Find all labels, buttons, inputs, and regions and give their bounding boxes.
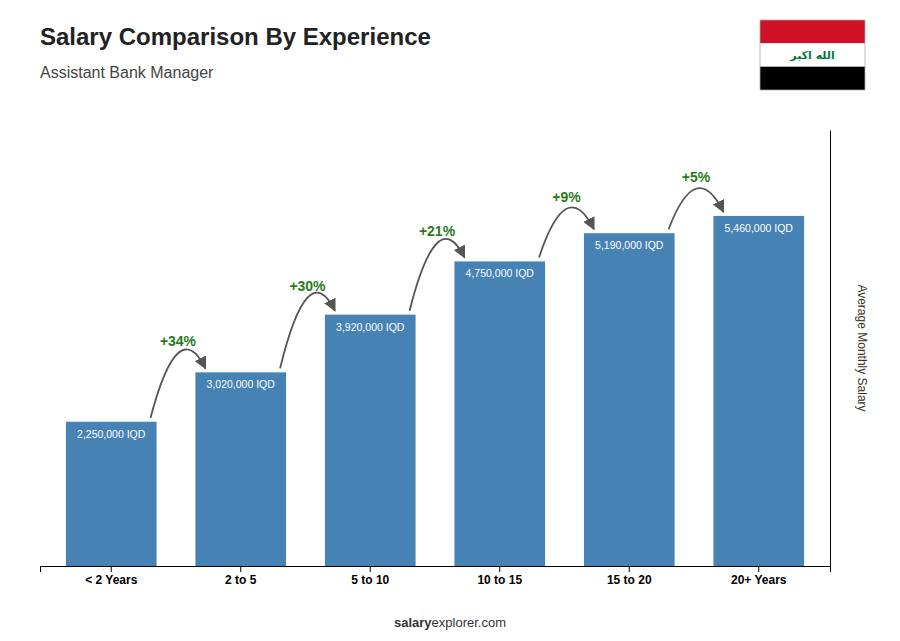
x-axis: < 2 Years 2 to 5 5 to 10 10 to 15 15 to 20 20…: [41, 566, 831, 587]
axis-line: [830, 131, 831, 567]
tick-label: 5 to 10: [351, 573, 389, 587]
tick-label: 10 to 15: [477, 573, 522, 587]
tick: < 2 Years: [85, 566, 137, 587]
y-axis: [830, 131, 831, 567]
bar: [195, 372, 286, 566]
growth-arc: [151, 349, 206, 417]
tick-mark: [370, 566, 371, 572]
growth-label: +21%: [419, 223, 456, 239]
tick-label: < 2 Years: [85, 573, 137, 587]
bar: [713, 216, 804, 566]
tick-mark: [111, 566, 112, 572]
tick-mark: [629, 566, 630, 572]
axis-line: [41, 567, 831, 573]
growth-label: +34%: [160, 333, 197, 349]
bar: [584, 233, 675, 566]
growth-arc: [669, 188, 724, 229]
value-label: 5,190,000 IQD: [595, 239, 664, 251]
title: Salary Comparison By Experience: [40, 23, 431, 50]
value-label: 3,920,000 IQD: [336, 321, 405, 333]
tick-mark: [240, 566, 241, 572]
value-label: 2,250,000 IQD: [77, 428, 146, 440]
tick-label: 20+ Years: [731, 573, 787, 587]
bar: [66, 422, 157, 566]
growth-arc: [410, 239, 465, 311]
tick: 20+ Years: [731, 566, 787, 587]
growth-label: +5%: [682, 169, 711, 185]
tick: 15 to 20: [607, 566, 652, 587]
growth-label: +9%: [552, 189, 581, 205]
value-label: 5,460,000 IQD: [725, 222, 794, 234]
tick: 10 to 15: [477, 566, 522, 587]
footer-part: salary: [394, 615, 432, 630]
bar: [325, 315, 416, 566]
footer-part: explorer.com: [432, 615, 506, 630]
tick-label: 15 to 20: [607, 573, 652, 587]
value-labels: 2,250,000 IQD 3,020,000 IQD 3,920,000 IQD 4…: [77, 222, 793, 440]
growth-arcs: +34% +30% +21% +9% +5%: [151, 169, 724, 418]
tick: 2 to 5: [225, 566, 257, 587]
flag-stripe: [760, 20, 865, 43]
tick-mark: [499, 566, 500, 572]
flag-border: [760, 20, 865, 90]
value-label: 3,020,000 IQD: [207, 378, 276, 390]
flag-stripe: [760, 67, 865, 90]
plot: 2,250,000 IQD 3,020,000 IQD 3,920,000 IQD 4…: [41, 131, 831, 587]
growth-arc: [280, 293, 335, 369]
bars: [66, 216, 804, 566]
flag-stripe: [760, 43, 865, 66]
chart: Salary Comparison By Experience Assistant…: [0, 0, 900, 641]
tick-mark: [758, 566, 759, 572]
tick-label: 2 to 5: [225, 573, 257, 587]
growth-label: +30%: [289, 278, 326, 294]
flag: الله اكبر: [760, 20, 865, 90]
footer: salaryexplorer.com: [394, 615, 506, 630]
flag-text: الله اكبر: [789, 49, 834, 62]
bar: [454, 261, 545, 566]
subtitle: Assistant Bank Manager: [40, 64, 214, 81]
tick: 5 to 10: [351, 566, 389, 587]
growth-arc: [539, 207, 594, 257]
value-label: 4,750,000 IQD: [466, 267, 535, 279]
y-axis-title: Average Monthly Salary: [855, 284, 869, 411]
